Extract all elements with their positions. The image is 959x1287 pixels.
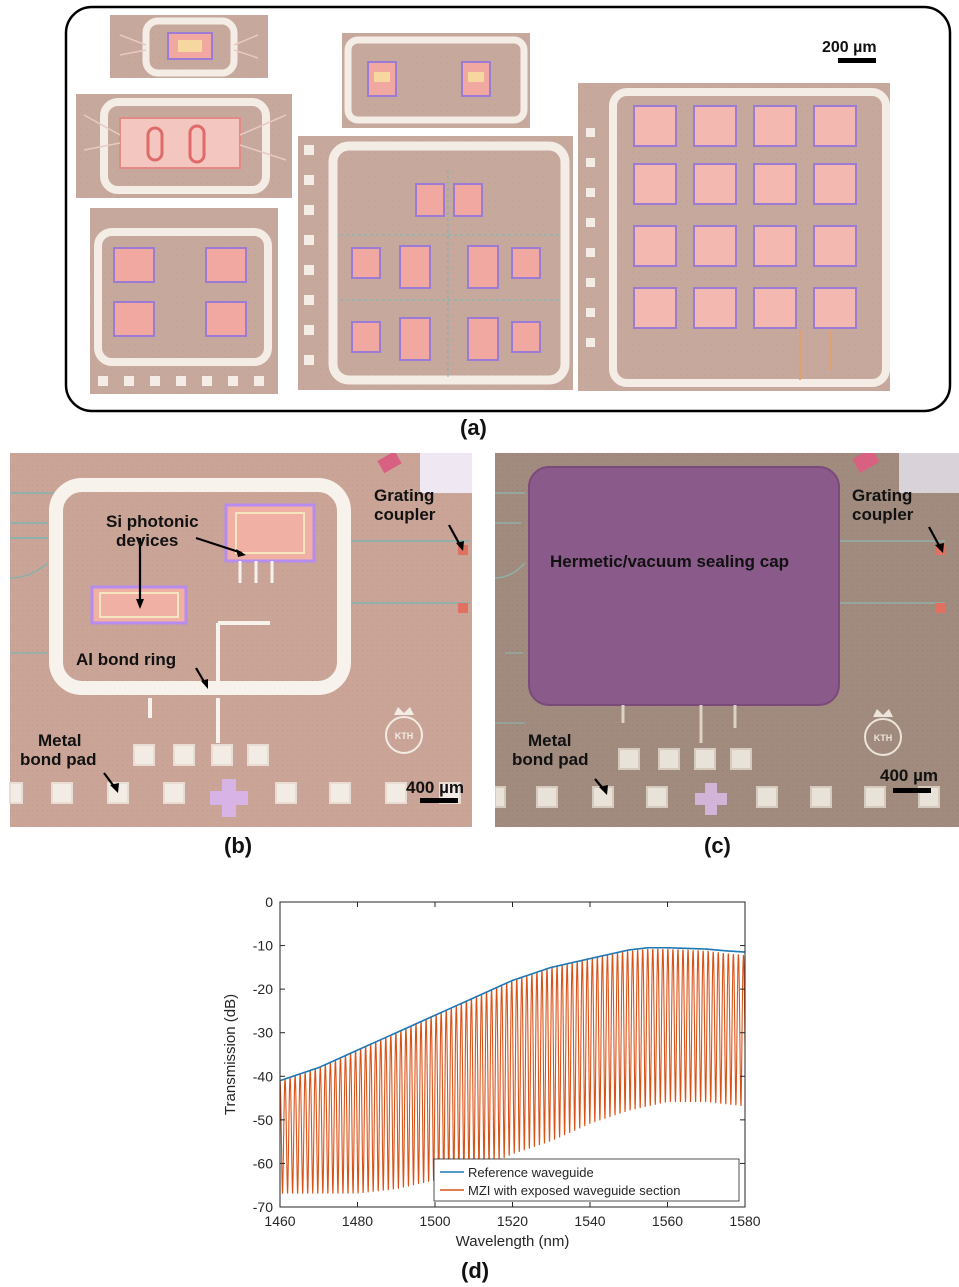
alignment-cross-c bbox=[695, 783, 727, 815]
panel-c-label: (c) bbox=[704, 833, 731, 858]
y-tick-label: -20 bbox=[253, 981, 273, 997]
chart-x-axis-label: Wavelength (nm) bbox=[456, 1233, 570, 1250]
die-a3 bbox=[90, 208, 278, 394]
label-grating-b1: Grating bbox=[374, 486, 435, 505]
y-tick-label: -50 bbox=[253, 1112, 273, 1128]
x-tick-label: 1540 bbox=[574, 1213, 605, 1229]
pad-row-c2 bbox=[495, 786, 940, 808]
svg-text:KTH: KTH bbox=[874, 733, 893, 743]
scale-bar-b bbox=[420, 798, 458, 803]
panel-c-image: KTH bbox=[495, 453, 959, 827]
die-a6 bbox=[578, 83, 890, 391]
panel-a-image bbox=[64, 5, 952, 413]
x-tick-label: 1500 bbox=[419, 1213, 450, 1229]
die-a4 bbox=[342, 33, 530, 128]
kth-logo-c: KTH bbox=[864, 709, 902, 756]
scale-bar-c bbox=[893, 788, 931, 793]
die-a1 bbox=[110, 15, 268, 78]
series-line-mzi bbox=[279, 948, 746, 1194]
y-tick-label: 0 bbox=[265, 894, 273, 910]
label-metal-b1: Metal bbox=[38, 731, 82, 750]
svg-text:KTH: KTH bbox=[395, 731, 414, 741]
legend-label-1: MZI with exposed waveguide section bbox=[468, 1183, 680, 1198]
legend-label-0: Reference waveguide bbox=[468, 1165, 594, 1180]
transmission-chart: 1460 1480 1500 1520 1540 1560 1580 0 -10 -20 -30 -4… bbox=[222, 894, 761, 1250]
panel-b-image: KTH bbox=[9, 453, 472, 827]
pad-row-c1 bbox=[618, 748, 752, 770]
label-grating-c1: Grating bbox=[852, 486, 913, 505]
al-bond-ring bbox=[49, 478, 351, 695]
die-a5 bbox=[298, 136, 573, 390]
label-al-bond-ring: Al bond ring bbox=[76, 650, 177, 669]
label-metal-c2: bond pad bbox=[512, 750, 589, 769]
scale-label-c: 400 µm bbox=[880, 766, 938, 785]
panel-b-label: (b) bbox=[224, 833, 253, 858]
kth-logo-b: KTH bbox=[385, 707, 423, 754]
label-sealing-cap: Hermetic/vacuum sealing cap bbox=[550, 552, 790, 571]
pad-row-b1 bbox=[133, 744, 269, 766]
y-tick-label: -40 bbox=[253, 1068, 273, 1084]
label-grating-b2: coupler bbox=[374, 505, 436, 524]
x-tick-label: 1480 bbox=[342, 1213, 373, 1229]
scale-bar-a bbox=[838, 58, 876, 63]
panel-a-label: (a) bbox=[460, 415, 487, 440]
scale-label-a: 200 µm bbox=[822, 39, 877, 56]
y-tick-label: -10 bbox=[253, 938, 273, 954]
scale-label-b: 400 µm bbox=[406, 778, 464, 797]
y-tick-label: -70 bbox=[253, 1199, 273, 1215]
panel-d-label: (d) bbox=[461, 1258, 490, 1283]
x-tick-label: 1520 bbox=[497, 1213, 528, 1229]
y-tick-label: -30 bbox=[253, 1025, 273, 1041]
chart-legend-box bbox=[433, 1158, 740, 1202]
alignment-cross bbox=[210, 779, 248, 817]
label-si-photonic-2: devices bbox=[116, 531, 179, 550]
label-metal-b2: bond pad bbox=[20, 750, 97, 769]
label-grating-c2: coupler bbox=[852, 505, 914, 524]
chart-y-axis-label: Transmission (dB) bbox=[222, 994, 239, 1115]
y-tick-label: -60 bbox=[253, 1155, 273, 1171]
series-line-reference bbox=[279, 946, 746, 1082]
label-si-photonic-1: Si photonic bbox=[106, 512, 199, 531]
x-tick-label: 1460 bbox=[264, 1213, 295, 1229]
x-tick-label: 1560 bbox=[652, 1213, 683, 1229]
sealing-cap bbox=[528, 466, 840, 706]
x-tick-label: 1580 bbox=[729, 1213, 760, 1229]
die-a2 bbox=[76, 94, 292, 198]
chart-plot-area: 1460 1480 1500 1520 1540 1560 1580 0 -10 -20 -30 -4… bbox=[253, 894, 761, 1229]
label-metal-c1: Metal bbox=[528, 731, 572, 750]
